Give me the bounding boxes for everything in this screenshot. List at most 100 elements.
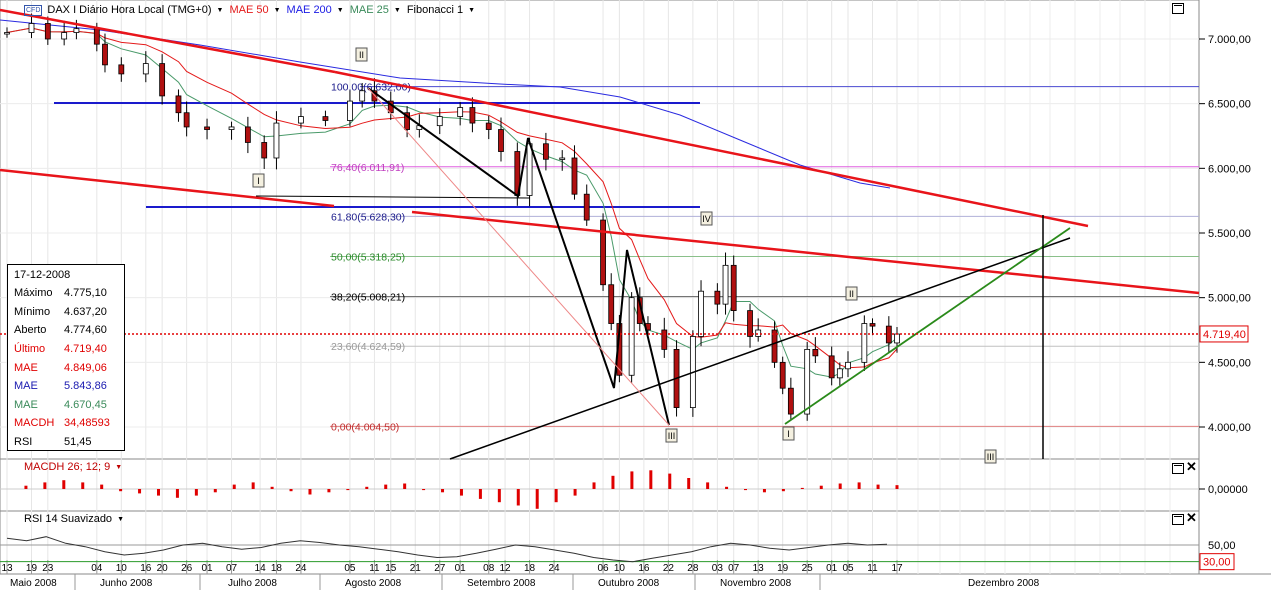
y-tick-label: 4.500,00 — [1208, 357, 1251, 369]
info-row-label: Máximo — [14, 287, 53, 300]
info-row: MACDH 34,48593 — [14, 414, 110, 433]
candle-body — [261, 142, 268, 159]
candle-body — [498, 129, 504, 152]
trendline-red-top — [334, 70, 1089, 228]
rsi-axis-label: 50,00 — [1208, 540, 1236, 552]
candle-body — [730, 264, 737, 312]
indicator-mae25[interactable]: MAE 25 ▼ — [350, 4, 401, 16]
info-row-value: 34,48593 — [64, 417, 110, 430]
mae200-line — [0, 19, 891, 189]
y-tick-label: 5.500,00 — [1208, 228, 1251, 240]
month-label: Novembro 2008 — [720, 578, 792, 589]
candle-body — [828, 355, 835, 379]
candle-body — [747, 310, 753, 337]
info-row: Máximo 4.775,10 — [14, 284, 110, 303]
candle-body — [714, 290, 721, 305]
rsi-label[interactable]: RSI 14 Suavizado — [24, 513, 113, 525]
macd-maximize-button[interactable] — [1172, 463, 1184, 474]
fib-level-label: 0,00(4.004,50) — [331, 421, 399, 433]
info-row-label: RSI — [14, 436, 33, 449]
month-label: Dezembro 2008 — [968, 578, 1040, 589]
candle-body — [347, 100, 353, 121]
candle-body — [28, 23, 35, 33]
y-tick-label: 5.000,00 — [1208, 293, 1251, 305]
info-row-value: 5.843,86 — [64, 380, 107, 393]
rsi-line — [6, 536, 888, 563]
candle-body — [571, 157, 578, 195]
wave-label: II — [359, 50, 364, 60]
candle-body — [73, 28, 80, 33]
fib-level-label: 23,60(4.624,59) — [331, 341, 405, 353]
trendline-green — [784, 227, 1071, 425]
macd-axis-label: 0,00000 — [1208, 484, 1248, 496]
last-price-label: 4.719,40 — [1203, 329, 1246, 341]
last-price-marker — [1199, 325, 1249, 343]
candle-body — [183, 112, 190, 128]
info-row: RSI 51,45 — [14, 433, 110, 452]
candle-body — [771, 329, 778, 363]
wave-label: IV — [702, 214, 711, 224]
info-row-label: MAE — [14, 380, 38, 393]
candle-body — [559, 157, 566, 160]
wave-label: III — [668, 431, 676, 441]
info-table: Máximo 4.775,10 Mínimo 4.637,20 Aberto 4.774,… — [14, 284, 110, 451]
info-row-label: MAE — [14, 361, 38, 374]
candle-body — [359, 90, 366, 102]
rsi-close-icon[interactable]: ✕ — [1186, 510, 1197, 525]
price-panel-frame — [0, 0, 1200, 460]
candle-body — [93, 28, 100, 45]
candle-body — [542, 143, 549, 160]
rsi-maximize-button[interactable] — [1172, 514, 1184, 525]
chart-toolbar: CFD DAX I Diário Hora Local (TMG+0) ▼ MA… — [24, 2, 475, 18]
info-row-value: 4.775,10 — [64, 287, 107, 300]
candle-body — [869, 323, 876, 327]
fib-diagonal-line — [367, 87, 670, 426]
dropdown-arrow-icon[interactable]: ▼ — [115, 463, 123, 471]
candle-body — [457, 107, 464, 118]
candle-body — [404, 112, 410, 130]
main-maximize-button[interactable] — [1172, 3, 1184, 14]
fib-level-label: 76,40(6.011,91) — [331, 162, 404, 174]
wave-label-box — [355, 47, 368, 62]
neckline-black — [255, 195, 531, 199]
candle-body — [228, 126, 235, 130]
candle-body — [244, 126, 251, 143]
candle-body — [4, 32, 10, 35]
y-tick-label: 6.500,00 — [1208, 99, 1251, 111]
info-row-label: Mínimo — [14, 305, 51, 318]
dropdown-arrow-icon[interactable]: ▼ — [117, 515, 124, 523]
macd-panel-frame — [0, 458, 1200, 512]
month-label: Agosto 2008 — [345, 578, 402, 589]
indicator-fibonacci[interactable]: Fibonacci 1 ▼ — [407, 4, 475, 16]
mae50-line — [6, 27, 898, 369]
candle-body — [102, 43, 108, 66]
wave-label: I — [787, 429, 790, 439]
candle-body — [845, 361, 851, 370]
dropdown-arrow-icon: ▼ — [468, 6, 476, 14]
rsi-30-marker — [1199, 553, 1235, 571]
info-row-value: 4.774,60 — [64, 324, 107, 337]
y-tick-label: 7.000,00 — [1208, 34, 1251, 46]
candle-body — [812, 348, 819, 357]
candle-body — [322, 116, 329, 121]
indicator-mae200[interactable]: MAE 200 ▼ — [287, 4, 344, 16]
y-tick-label: 4.000,00 — [1208, 422, 1251, 434]
macd-label[interactable]: MACDH 26; 12; 9 — [24, 461, 111, 473]
candle-body — [159, 63, 166, 97]
indicator-mae50[interactable]: MAE 50 ▼ — [229, 4, 280, 16]
info-row-label: Aberto — [14, 324, 47, 337]
candle-body — [175, 95, 182, 114]
candle-body — [583, 193, 590, 221]
rsi-axis-label: 30,00 — [1203, 557, 1231, 569]
candle-body — [861, 323, 868, 363]
macd-close-icon[interactable]: ✕ — [1186, 459, 1197, 474]
month-label: Julho 2008 — [228, 578, 277, 589]
wave-label-box — [782, 426, 795, 441]
indicator-mae200-label: MAE 200 — [286, 4, 332, 16]
info-row-value: 51,45 — [64, 436, 92, 449]
wave-label-box — [984, 449, 997, 464]
instrument-selector[interactable]: CFD DAX I Diário Hora Local (TMG+0) ▼ — [24, 4, 223, 16]
candle-body — [804, 348, 811, 415]
candle-body — [698, 290, 704, 337]
